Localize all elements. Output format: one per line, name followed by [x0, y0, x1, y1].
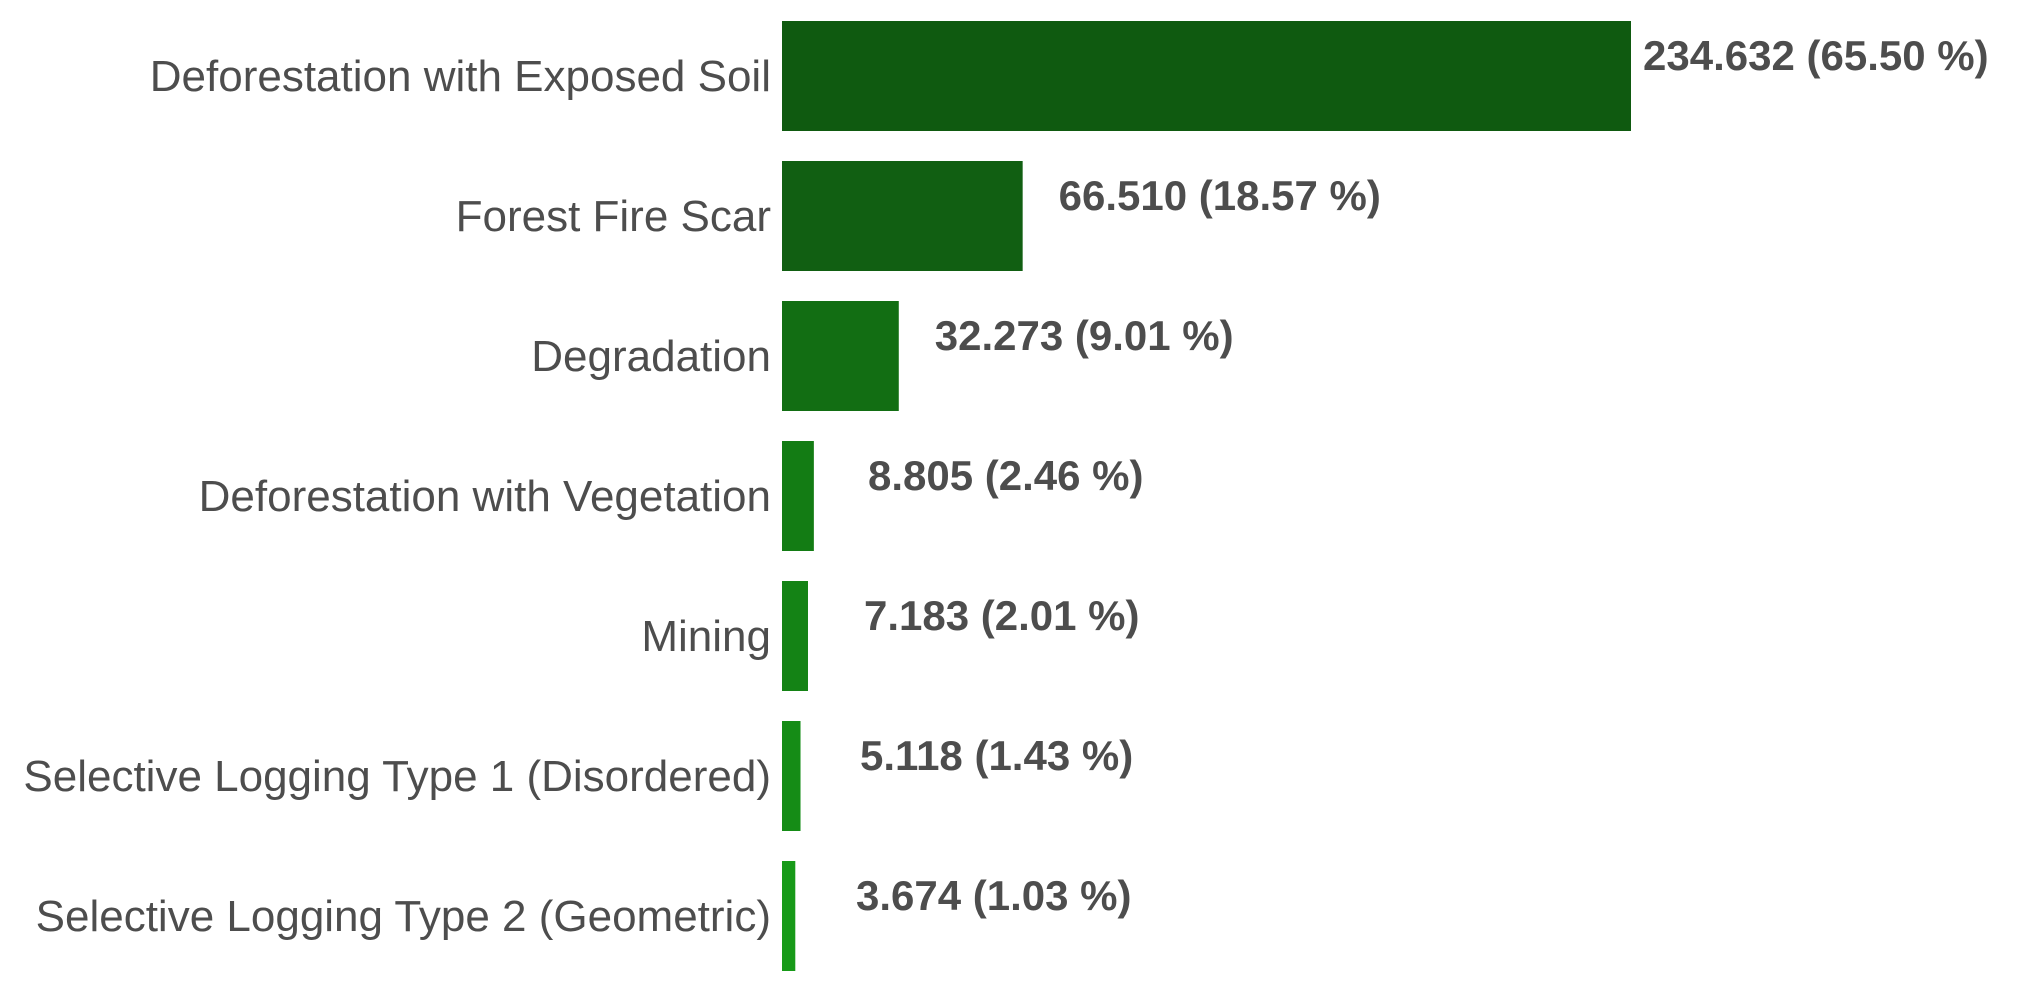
bar-5 — [782, 721, 801, 831]
category-label-5: Selective Logging Type 1 (Disordered) — [23, 752, 771, 801]
value-label-0: 234.632 (65.50 %) — [1643, 32, 1989, 79]
bar-0 — [782, 21, 1631, 131]
bar-1 — [782, 161, 1023, 271]
value-label-3: 8.805 (2.46 %) — [868, 452, 1144, 499]
category-label-2: Degradation — [531, 332, 771, 381]
category-label-4: Mining — [641, 612, 771, 661]
value-label-6: 3.674 (1.03 %) — [856, 872, 1132, 919]
value-label-1: 66.510 (18.57 %) — [1059, 172, 1381, 219]
value-labels-layer: 234.632 (65.50 %) 66.510 (18.57 %) 32.273 … — [856, 32, 1989, 919]
value-label-5: 5.118 (1.43 %) — [860, 732, 1133, 779]
category-label-1: Forest Fire Scar — [456, 192, 771, 241]
category-label-0: Deforestation with Exposed Soil — [150, 52, 771, 101]
value-label-2: 32.273 (9.01 %) — [935, 312, 1234, 359]
bar-3 — [782, 441, 814, 551]
bars-layer — [782, 21, 1631, 971]
bar-6 — [782, 861, 796, 971]
bar-2 — [782, 301, 899, 411]
category-label-3: Deforestation with Vegetation — [199, 472, 771, 521]
bar-4 — [782, 581, 808, 691]
value-label-4: 7.183 (2.01 %) — [864, 592, 1140, 639]
category-label-6: Selective Logging Type 2 (Geometric) — [36, 892, 771, 941]
category-labels-layer: Deforestation with Exposed Soil Forest Fi… — [23, 52, 771, 941]
